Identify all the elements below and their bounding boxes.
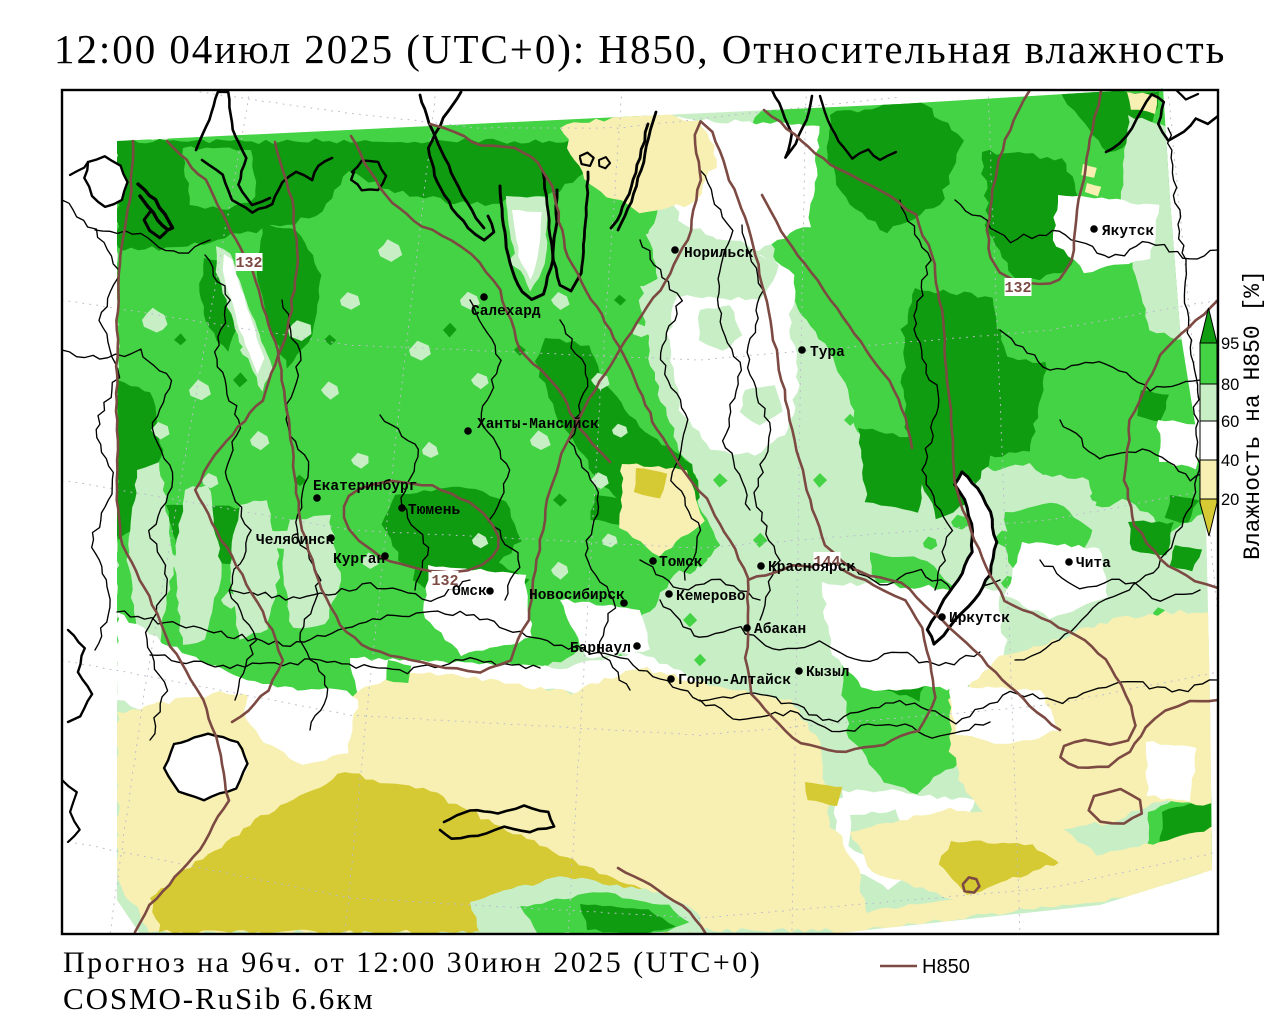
svg-text:144: 144: [813, 554, 840, 571]
svg-text:Чита: Чита: [1076, 556, 1111, 572]
svg-text:132: 132: [1004, 280, 1031, 297]
svg-text:Кызыл: Кызыл: [806, 665, 850, 681]
svg-text:Салехард: Салехард: [471, 304, 541, 320]
svg-text:Норильск: Норильск: [684, 246, 754, 262]
svg-text:Красноярск: Красноярск: [768, 560, 855, 576]
svg-text:Томск: Томск: [659, 555, 703, 571]
svg-text:Барнаул: Барнаул: [570, 641, 631, 657]
svg-text:Тюмень: Тюмень: [408, 503, 461, 519]
svg-text:132: 132: [235, 255, 262, 272]
svg-text:Омск: Омск: [452, 584, 487, 600]
svg-text:Абакан: Абакан: [754, 622, 806, 638]
svg-text:Горно-Алтайск: Горно-Алтайск: [678, 673, 791, 689]
svg-text:Кемерово: Кемерово: [676, 589, 746, 605]
svg-text:80: 80: [1221, 376, 1239, 394]
svg-text:95: 95: [1221, 335, 1239, 353]
svg-text:132: 132: [431, 573, 458, 590]
svg-text:Екатеринбург: Екатеринбург: [313, 479, 417, 495]
svg-text:40: 40: [1221, 452, 1239, 470]
svg-text:H850: H850: [922, 956, 970, 978]
svg-text:Новосибирск: Новосибирск: [529, 588, 625, 604]
svg-text:Курган: Курган: [333, 552, 385, 568]
svg-text:Челябинск: Челябинск: [256, 533, 335, 549]
svg-text:Ханты-Мансийск: Ханты-Мансийск: [477, 417, 599, 433]
svg-text:60: 60: [1221, 413, 1239, 431]
svg-text:Влажность на H850 [%]: Влажность на H850 [%]: [1240, 270, 1266, 560]
svg-text:Тура: Тура: [810, 345, 845, 361]
svg-text:Иркутск: Иркутск: [949, 611, 1010, 627]
svg-text:Якутск: Якутск: [1102, 224, 1155, 240]
svg-text:20: 20: [1221, 491, 1239, 509]
